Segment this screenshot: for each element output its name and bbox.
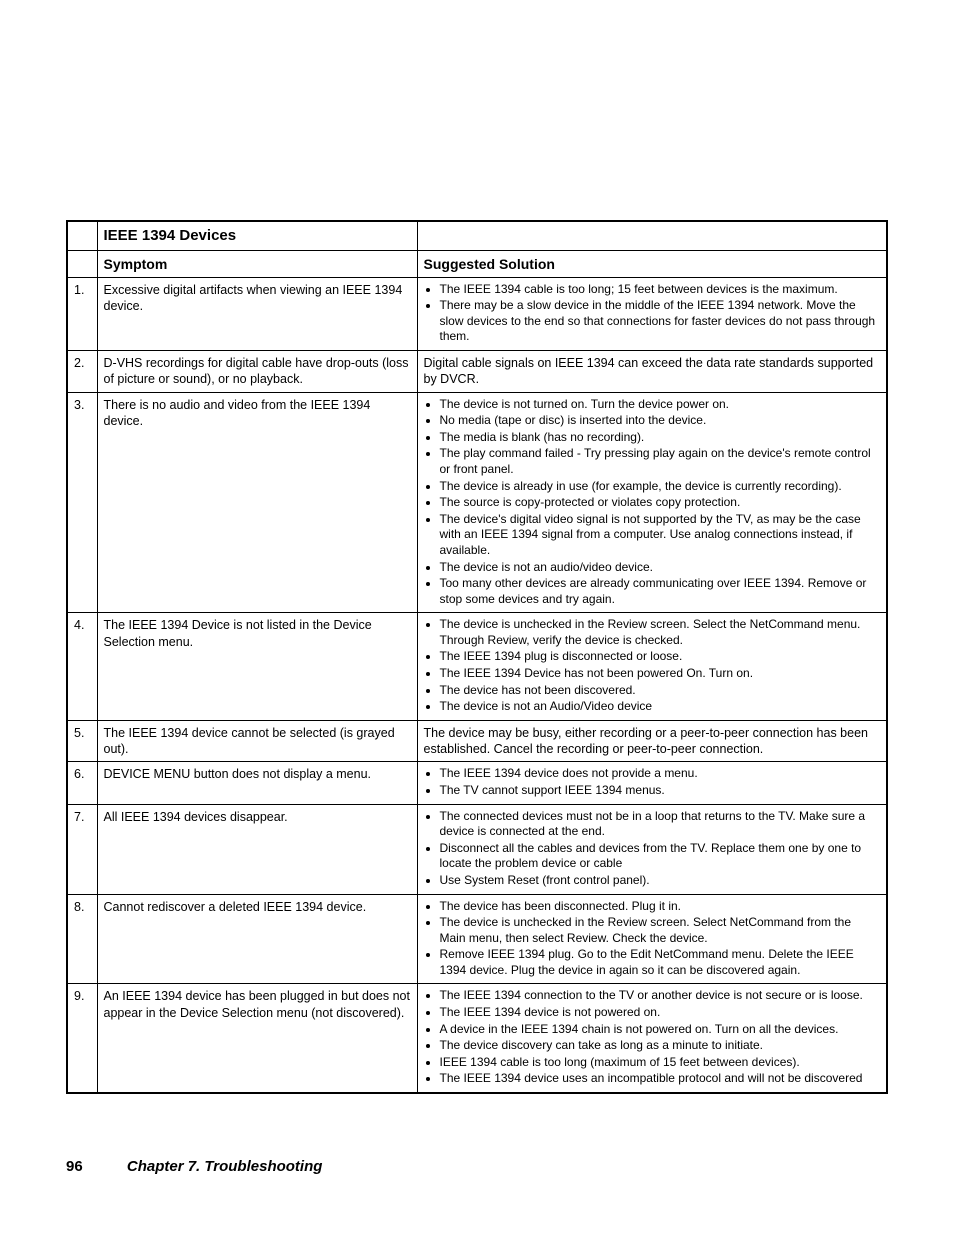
- symptom-cell: DEVICE MENU button does not display a me…: [97, 762, 417, 804]
- solution-item: The IEEE 1394 device does not provide a …: [440, 766, 881, 782]
- solution-item: Remove IEEE 1394 plug. Go to the Edit Ne…: [440, 947, 881, 978]
- solution-item: The IEEE 1394 Device has not been powere…: [440, 666, 881, 682]
- table-section-title: IEEE 1394 Devices: [104, 227, 237, 244]
- table-body: 1.Excessive digital artifacts when viewi…: [67, 277, 887, 1093]
- table-section-empty-cell: [417, 221, 887, 250]
- solution-item: The IEEE 1394 plug is disconnected or lo…: [440, 649, 881, 665]
- table-row: 3.There is no audio and video from the I…: [67, 392, 887, 613]
- solution-item: Disconnect all the cables and devices fr…: [440, 841, 881, 872]
- solution-list: The IEEE 1394 connection to the TV or an…: [424, 988, 881, 1087]
- page-number: 96: [66, 1158, 83, 1175]
- table-row: 9.An IEEE 1394 device has been plugged i…: [67, 984, 887, 1093]
- table-row: 4.The IEEE 1394 Device is not listed in …: [67, 613, 887, 721]
- solution-cell: The connected devices must not be in a l…: [417, 804, 887, 894]
- page-footer: 96 Chapter 7. Troubleshooting: [66, 1158, 322, 1175]
- table-header-row: Symptom Suggested Solution: [67, 250, 887, 277]
- row-number: 8.: [67, 894, 97, 984]
- solution-item: The IEEE 1394 device uses an incompatibl…: [440, 1071, 881, 1087]
- solution-item: No media (tape or disc) is inserted into…: [440, 413, 881, 429]
- symptom-cell: An IEEE 1394 device has been plugged in …: [97, 984, 417, 1093]
- solution-list: The IEEE 1394 cable is too long; 15 feet…: [424, 282, 881, 345]
- solution-item: The device is unchecked in the Review sc…: [440, 915, 881, 946]
- table-header-symptom: Symptom: [97, 250, 417, 277]
- symptom-cell: All IEEE 1394 devices disappear.: [97, 804, 417, 894]
- solution-item: The device has not been discovered.: [440, 683, 881, 699]
- row-number: 5.: [67, 720, 97, 762]
- table-row: 2.D-VHS recordings for digital cable hav…: [67, 351, 887, 393]
- solution-item: There may be a slow device in the middle…: [440, 298, 881, 345]
- table-section-num-cell: [67, 221, 97, 250]
- troubleshooting-table: IEEE 1394 Devices Symptom Suggested Solu…: [66, 220, 888, 1094]
- solution-list: The device has been disconnected. Plug i…: [424, 899, 881, 979]
- solution-list: The IEEE 1394 device does not provide a …: [424, 766, 881, 798]
- row-number: 9.: [67, 984, 97, 1093]
- row-number: 2.: [67, 351, 97, 393]
- table-row: 5.The IEEE 1394 device cannot be selecte…: [67, 720, 887, 762]
- solution-item: The TV cannot support IEEE 1394 menus.: [440, 783, 881, 799]
- solution-text: The device may be busy, either recording…: [424, 726, 868, 756]
- solution-cell: The IEEE 1394 device does not provide a …: [417, 762, 887, 804]
- row-number: 6.: [67, 762, 97, 804]
- table-header-solution: Suggested Solution: [417, 250, 887, 277]
- row-number: 3.: [67, 392, 97, 613]
- solution-cell: Digital cable signals on IEEE 1394 can e…: [417, 351, 887, 393]
- table-section-title-cell: IEEE 1394 Devices: [97, 221, 417, 250]
- solution-item: The device is not an audio/video device.: [440, 560, 881, 576]
- solution-cell: The IEEE 1394 cable is too long; 15 feet…: [417, 277, 887, 350]
- solution-list: The device is not turned on. Turn the de…: [424, 397, 881, 608]
- symptom-cell: D-VHS recordings for digital cable have …: [97, 351, 417, 393]
- solution-item: Too many other devices are already commu…: [440, 576, 881, 607]
- symptom-cell: Excessive digital artifacts when viewing…: [97, 277, 417, 350]
- solution-cell: The device may be busy, either recording…: [417, 720, 887, 762]
- row-number: 4.: [67, 613, 97, 721]
- table-section-row: IEEE 1394 Devices: [67, 221, 887, 250]
- solution-item: The device is already in use (for exampl…: [440, 479, 881, 495]
- chapter-label: Chapter 7. Troubleshooting: [127, 1158, 323, 1175]
- solution-item: The device is unchecked in the Review sc…: [440, 617, 881, 648]
- symptom-cell: The IEEE 1394 device cannot be selected …: [97, 720, 417, 762]
- row-number: 1.: [67, 277, 97, 350]
- solution-cell: The device is unchecked in the Review sc…: [417, 613, 887, 721]
- solution-list: The device is unchecked in the Review sc…: [424, 617, 881, 715]
- solution-item: The device discovery can take as long as…: [440, 1038, 881, 1054]
- solution-cell: The IEEE 1394 connection to the TV or an…: [417, 984, 887, 1093]
- solution-cell: The device is not turned on. Turn the de…: [417, 392, 887, 613]
- solution-item: IEEE 1394 cable is too long (maximum of …: [440, 1055, 881, 1071]
- solution-item: Use System Reset (front control panel).: [440, 873, 881, 889]
- table-row: 1.Excessive digital artifacts when viewi…: [67, 277, 887, 350]
- solution-item: The connected devices must not be in a l…: [440, 809, 881, 840]
- solution-item: The device has been disconnected. Plug i…: [440, 899, 881, 915]
- solution-item: The source is copy-protected or violates…: [440, 495, 881, 511]
- solution-item: The play command failed - Try pressing p…: [440, 446, 881, 477]
- solution-item: The IEEE 1394 connection to the TV or an…: [440, 988, 881, 1004]
- table-row: 7.All IEEE 1394 devices disappear. The co…: [67, 804, 887, 894]
- solution-item: The device's digital video signal is not…: [440, 512, 881, 559]
- table-row: 8.Cannot rediscover a deleted IEEE 1394 …: [67, 894, 887, 984]
- solution-item: The IEEE 1394 cable is too long; 15 feet…: [440, 282, 881, 298]
- symptom-cell: The IEEE 1394 Device is not listed in th…: [97, 613, 417, 721]
- solution-cell: The device has been disconnected. Plug i…: [417, 894, 887, 984]
- symptom-cell: Cannot rediscover a deleted IEEE 1394 de…: [97, 894, 417, 984]
- solution-item: A device in the IEEE 1394 chain is not p…: [440, 1022, 881, 1038]
- solution-item: The device is not turned on. Turn the de…: [440, 397, 881, 413]
- solution-list: The connected devices must not be in a l…: [424, 809, 881, 889]
- document-page: IEEE 1394 Devices Symptom Suggested Solu…: [0, 0, 954, 1235]
- symptom-cell: There is no audio and video from the IEE…: [97, 392, 417, 613]
- solution-text: Digital cable signals on IEEE 1394 can e…: [424, 356, 874, 386]
- solution-item: The IEEE 1394 device is not powered on.: [440, 1005, 881, 1021]
- table-row: 6.DEVICE MENU button does not display a …: [67, 762, 887, 804]
- row-number: 7.: [67, 804, 97, 894]
- table-header-num-cell: [67, 250, 97, 277]
- solution-item: The device is not an Audio/Video device: [440, 699, 881, 715]
- solution-item: The media is blank (has no recording).: [440, 430, 881, 446]
